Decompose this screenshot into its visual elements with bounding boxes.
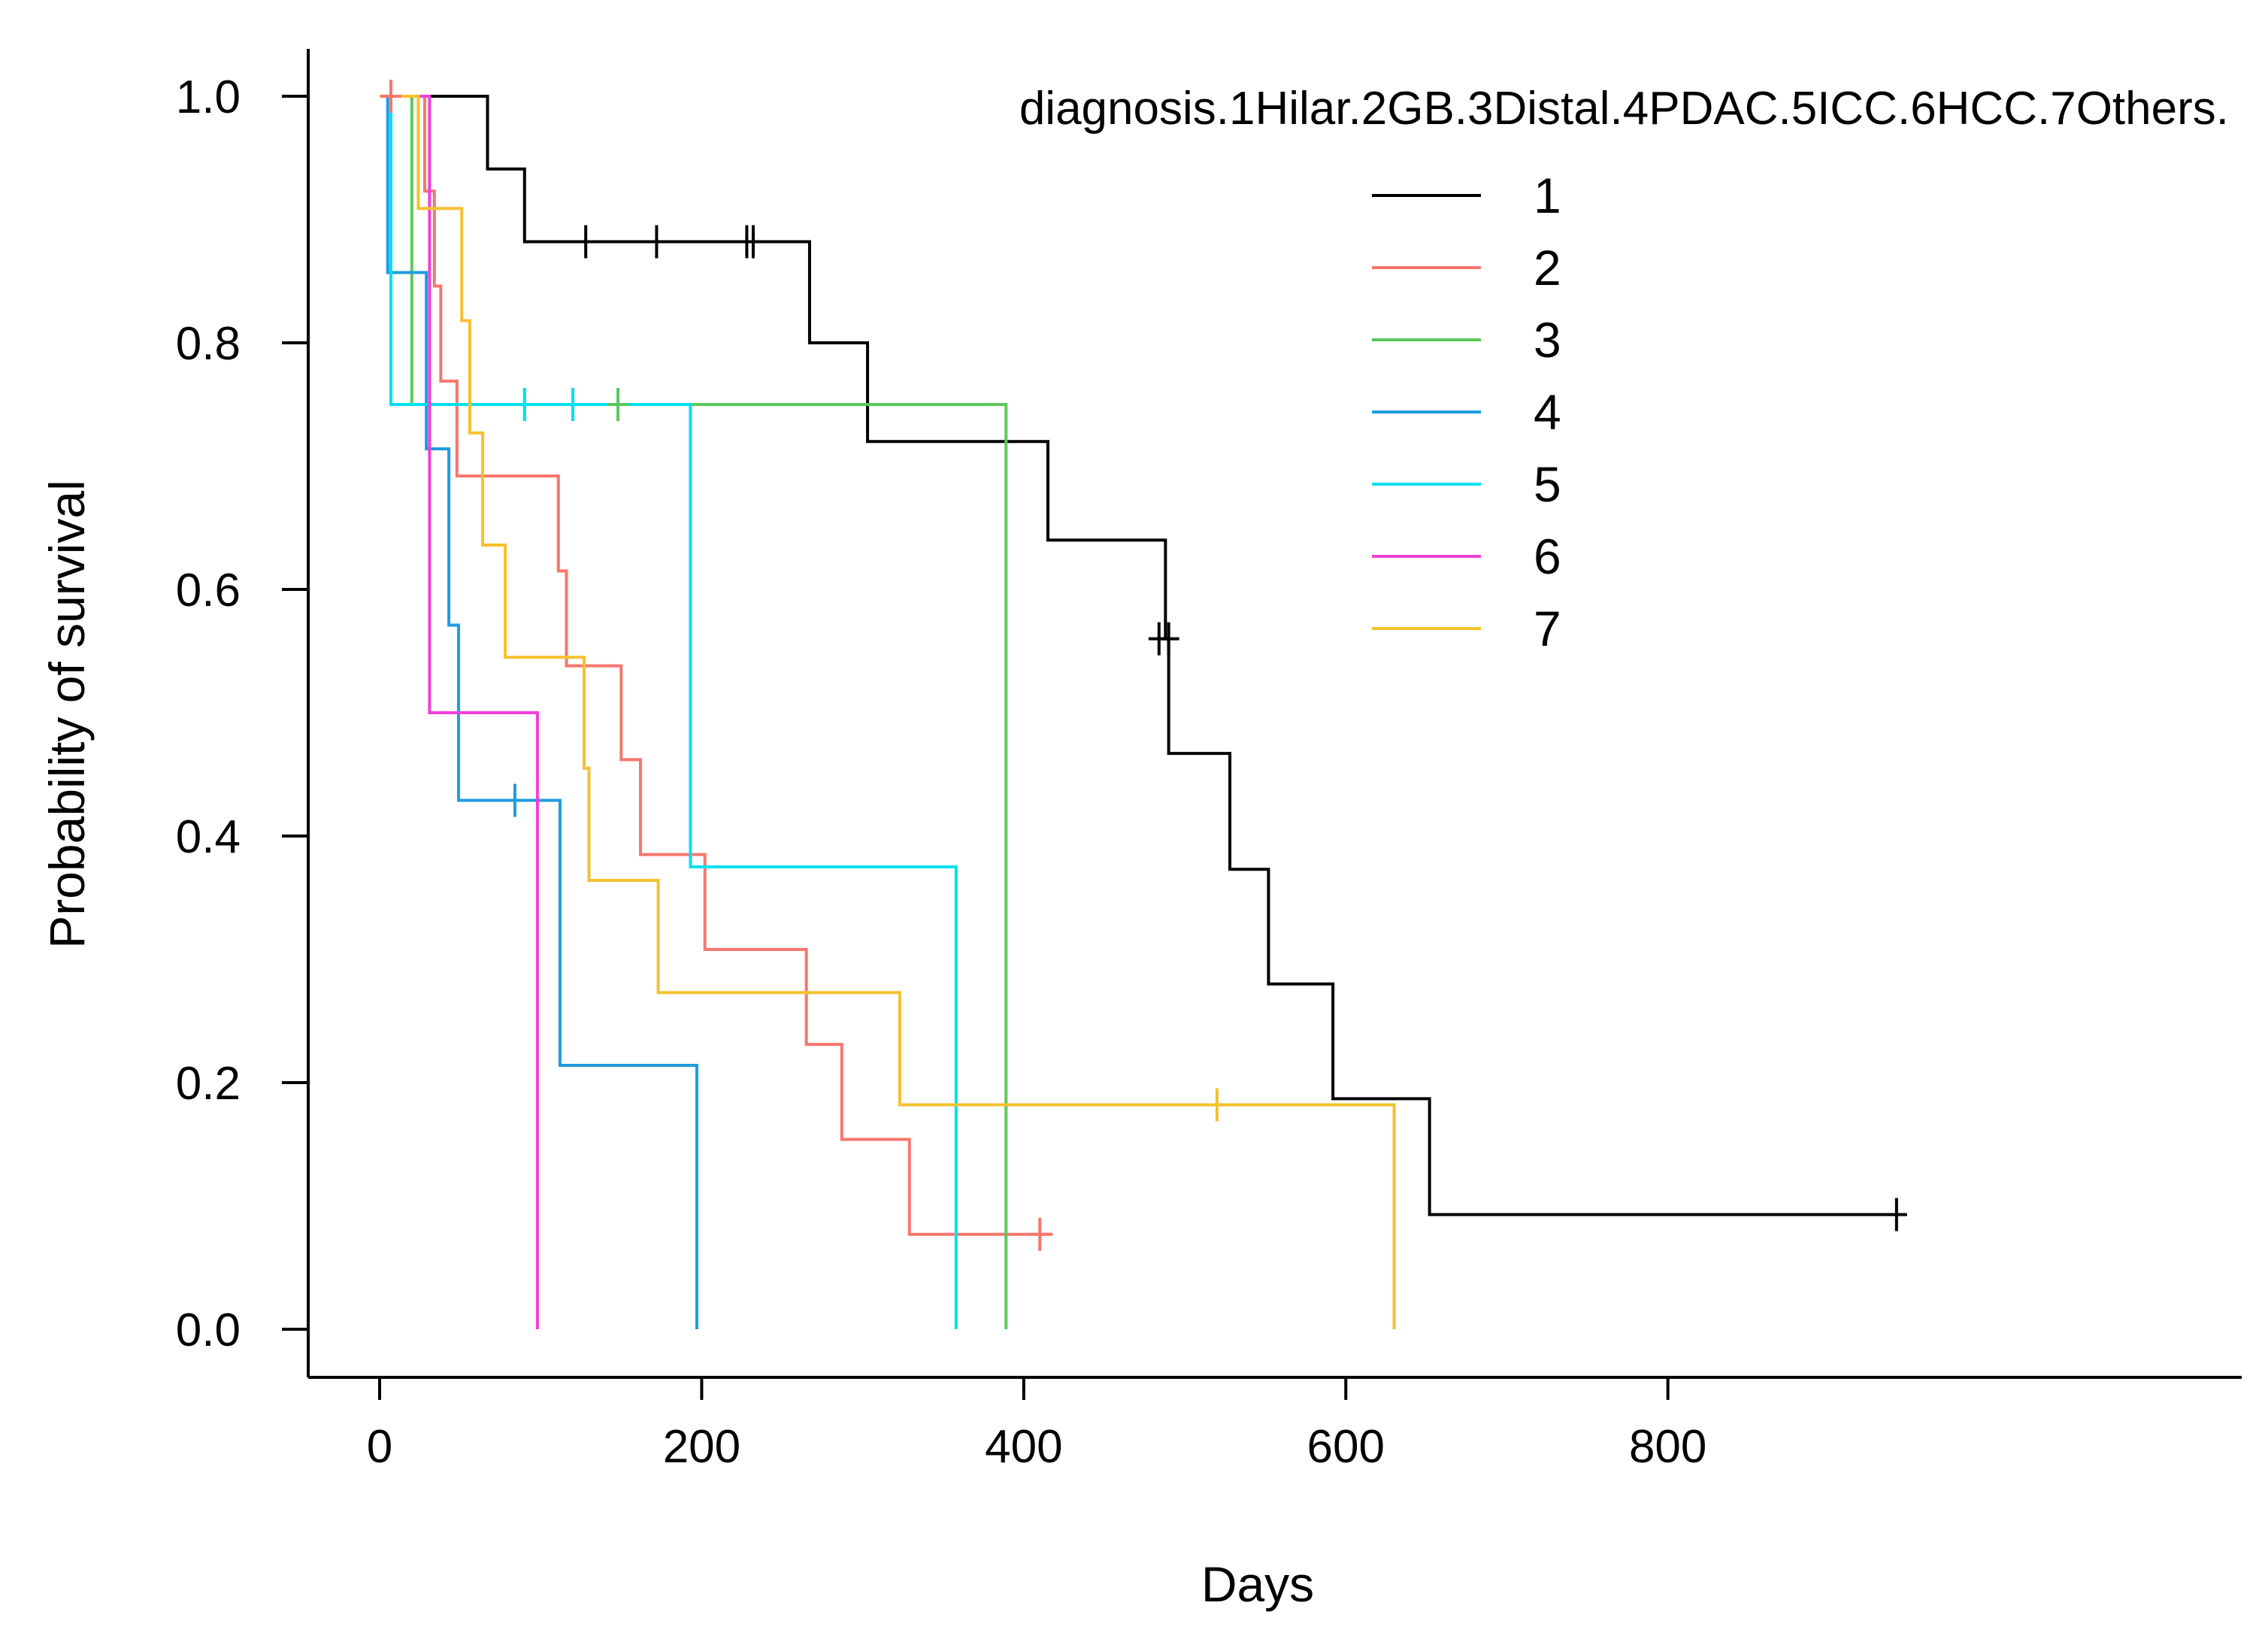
censor-mark-1 <box>742 225 764 259</box>
censor-mark-1 <box>1885 1198 1907 1231</box>
x-ticks: 0 200 400 600 800 <box>367 1377 1706 1473</box>
legend-label-5: 5 <box>1534 456 1561 512</box>
y-tick-label: 0.2 <box>176 1058 241 1110</box>
legend-label-6: 6 <box>1534 529 1561 584</box>
survival-curve-1 <box>380 95 1905 1216</box>
x-tick-label: 600 <box>1307 1421 1385 1473</box>
y-tick-label: 1.0 <box>176 71 241 123</box>
x-tick-label: 0 <box>367 1421 392 1473</box>
legend: diagnosis.1Hilar.2GB.3Distal.4PDAC.5ICC.… <box>1019 83 2229 656</box>
y-tick-label: 0.6 <box>176 565 241 616</box>
legend-label-2: 2 <box>1534 240 1561 295</box>
censor-mark-2 <box>1029 1217 1051 1251</box>
censor-mark-1 <box>646 225 668 259</box>
y-tick-label: 0.8 <box>176 318 241 370</box>
survival-curve-7 <box>380 95 1396 1329</box>
censor-mark-5 <box>513 388 535 421</box>
survival-curve-4 <box>380 95 698 1329</box>
legend-title: diagnosis.1Hilar.2GB.3Distal.4PDAC.5ICC.… <box>1019 83 2229 135</box>
survival-curve-2 <box>380 95 1053 1236</box>
censor-marks <box>380 80 1907 1251</box>
legend-label-1: 1 <box>1534 168 1561 223</box>
axes <box>307 49 2242 1379</box>
legend-label-4: 4 <box>1534 384 1561 440</box>
y-tick-label: 0.4 <box>176 811 241 863</box>
y-tick-label: 0.0 <box>176 1304 241 1356</box>
x-tick-label: 200 <box>663 1421 740 1473</box>
censor-mark-4 <box>504 783 525 817</box>
legend-items: 1 2 3 4 5 6 7 <box>1372 168 1561 656</box>
legend-label-7: 7 <box>1534 601 1561 656</box>
censor-mark-1 <box>1158 622 1179 656</box>
y-ticks: 0.0 0.2 0.4 0.6 0.8 1.0 <box>176 71 308 1356</box>
censor-mark-3 <box>607 388 629 421</box>
censor-mark-1 <box>575 225 597 259</box>
censor-mark-7 <box>1206 1088 1228 1122</box>
x-axis-label: Days <box>1201 1556 1314 1612</box>
censor-mark-5 <box>562 388 584 421</box>
legend-label-3: 3 <box>1534 312 1561 368</box>
y-axis-label: Probability of survival <box>39 480 95 949</box>
x-tick-label: 400 <box>985 1421 1062 1473</box>
x-tick-label: 800 <box>1629 1421 1706 1473</box>
censor-mark-2 <box>380 80 401 113</box>
